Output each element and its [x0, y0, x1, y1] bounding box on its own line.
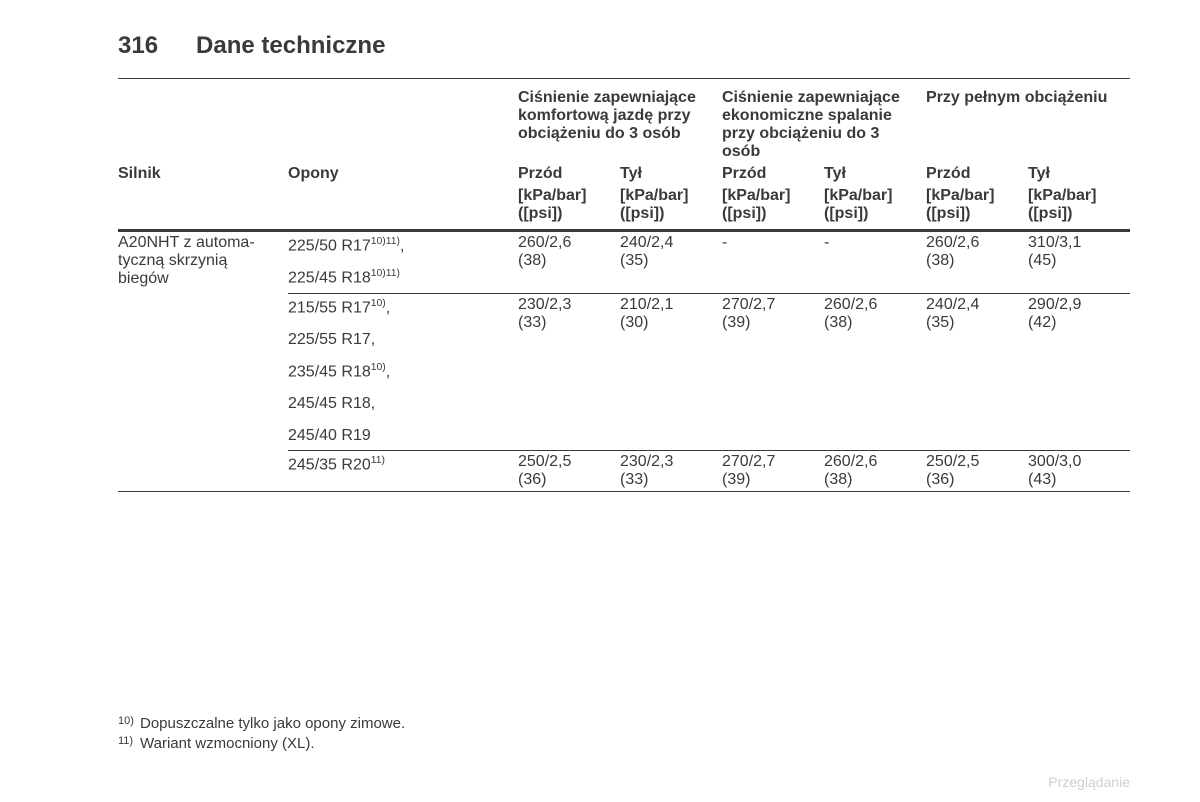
pressure-cell: 260/2,6(38): [824, 451, 926, 492]
col-units: [kPa/bar] ([psi]): [824, 185, 926, 231]
tyre-spec: 225/55 R17,: [288, 328, 512, 352]
pressure-cell: 250/2,5(36): [926, 451, 1028, 492]
watermark: Przeglądanie: [1048, 774, 1130, 790]
tyre-spec: 225/50 R1710)11),: [288, 234, 512, 258]
pressure-cell: 260/2,6(38): [926, 231, 1028, 294]
tyre-spec: 225/45 R1810)11): [288, 266, 512, 290]
table-body: A20NHT z automa-tyczną skrzynią biegów22…: [118, 231, 1130, 493]
col-header-front: Przód: [722, 163, 824, 185]
col-header-rear: Tył: [1028, 163, 1130, 185]
table-row: A20NHT z automa-tyczną skrzynią biegów22…: [118, 231, 1130, 294]
col-header-tyres: Opony: [288, 163, 518, 185]
pressure-cell: 230/2,3(33): [518, 293, 620, 451]
table-end-rule: [118, 492, 1130, 493]
pressure-cell: 270/2,7(39): [722, 293, 824, 451]
pressure-cell: 230/2,3(33): [620, 451, 722, 492]
page-header: 316 Dane techniczne: [118, 32, 1130, 60]
pressure-cell: 240/2,4(35): [620, 231, 722, 294]
pressure-cell: 250/2,5(36): [518, 451, 620, 492]
col-header-engine: Silnik: [118, 163, 288, 185]
col-header-rear: Tył: [620, 163, 722, 185]
pressure-cell: 240/2,4(35): [926, 293, 1028, 451]
pressure-cell: 210/2,1(30): [620, 293, 722, 451]
group-header-full: Przy pełnym obciążeniu: [926, 87, 1130, 163]
col-units: [kPa/bar] ([psi]): [620, 185, 722, 231]
pressure-cell: -: [824, 231, 926, 294]
col-header-rear: Tył: [824, 163, 926, 185]
col-units: [kPa/bar] ([psi]): [1028, 185, 1130, 231]
footnote: 10) Dopuszczalne tylko jako opony zimowe.: [118, 714, 405, 734]
header-rule: [118, 78, 1130, 79]
footnote-mark: 10): [118, 714, 134, 734]
col-units: [kPa/bar] ([psi]): [518, 185, 620, 231]
tyre-spec: 235/45 R1810),: [288, 360, 512, 384]
footnotes: 10) Dopuszczalne tylko jako opony zimowe.…: [118, 714, 405, 755]
pressure-cell: 260/2,6(38): [518, 231, 620, 294]
tyre-spec: 215/55 R1710),: [288, 296, 512, 320]
pressure-cell: 300/3,0(43): [1028, 451, 1130, 492]
group-header-eco: Ciśnienie zapewniające ekonomiczne spala…: [722, 87, 926, 163]
col-units: [kPa/bar] ([psi]): [722, 185, 824, 231]
table-head: Ciśnienie zapewniające komfortową jazdę …: [118, 87, 1130, 231]
footnote-text: Dopuszczalne tylko jako opony zimowe.: [140, 714, 405, 734]
pressure-cell: 310/3,1(45): [1028, 231, 1130, 294]
pressure-cell: -: [722, 231, 824, 294]
engine-cell: A20NHT z automa-tyczną skrzynią biegów: [118, 231, 288, 492]
footnote-text: Wariant wzmocniony (XL).: [140, 734, 315, 754]
pressure-cell: 270/2,7(39): [722, 451, 824, 492]
tyres-cell: 225/50 R1710)11), 225/45 R1810)11): [288, 231, 518, 294]
col-header-front: Przód: [518, 163, 620, 185]
tyre-spec: 245/45 R18,: [288, 392, 512, 416]
footnote: 11) Wariant wzmocniony (XL).: [118, 734, 405, 754]
page-number: 316: [118, 32, 158, 60]
tyre-spec: 245/40 R19: [288, 424, 512, 448]
col-header-front: Przód: [926, 163, 1028, 185]
col-units: [kPa/bar] ([psi]): [926, 185, 1028, 231]
page-title: Dane techniczne: [196, 32, 385, 60]
group-header-comfort: Ciśnienie zapewniające komfortową jazdę …: [518, 87, 722, 163]
tyre-pressure-table: Ciśnienie zapewniające komfortową jazdę …: [118, 87, 1130, 492]
pressure-cell: 260/2,6(38): [824, 293, 926, 451]
pressure-cell: 290/2,9(42): [1028, 293, 1130, 451]
tyres-cell: 245/35 R2011): [288, 451, 518, 492]
tyres-cell: 215/55 R1710), 225/55 R17, 235/45 R1810), 2…: [288, 293, 518, 451]
footnote-mark: 11): [118, 734, 134, 754]
tyre-spec: 245/35 R2011): [288, 453, 512, 477]
